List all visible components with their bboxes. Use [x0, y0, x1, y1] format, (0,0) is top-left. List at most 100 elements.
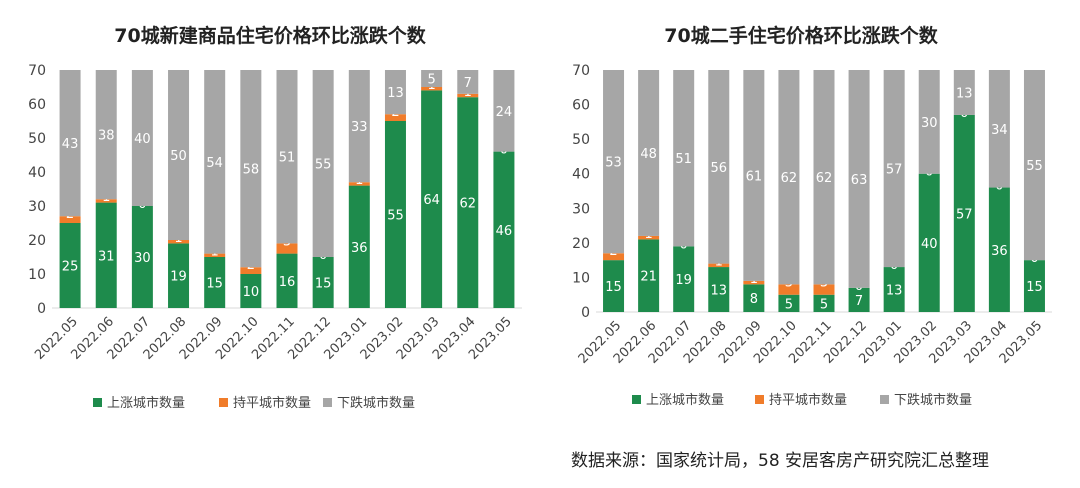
bar-flat [384, 114, 406, 121]
bar-down [708, 70, 730, 264]
data-label-down: 62 [816, 171, 833, 186]
bar-down [638, 70, 660, 236]
bar-down [953, 70, 975, 115]
y-tick-label: 0 [581, 305, 590, 321]
legend-label-down: 下跌城市数量 [894, 392, 972, 408]
data-label-up: 15 [1026, 280, 1043, 295]
bar-down [603, 70, 625, 254]
bar-flat [638, 235, 660, 240]
bar-up [1023, 260, 1045, 312]
bar-down [312, 70, 334, 257]
data-label-down: 61 [746, 169, 763, 184]
bar-up [743, 284, 765, 312]
y-tick-label: 30 [572, 201, 590, 217]
chart-1: 70城新建商品住宅价格环比涨跌个数01020304050607025243202… [28, 24, 522, 411]
bar-up [813, 294, 835, 312]
data-label-up: 10 [243, 285, 260, 300]
data-label-down: 63 [851, 173, 868, 188]
bar-down [348, 70, 370, 183]
bar-flat [778, 284, 800, 295]
legend-swatch-up [632, 395, 641, 404]
data-label-down: 50 [170, 149, 187, 164]
data-label-down: 55 [1026, 159, 1043, 174]
legend-swatch-down [880, 395, 889, 404]
data-label-up: 31 [98, 249, 115, 264]
data-label-up: 19 [675, 273, 692, 288]
bar-down [813, 70, 835, 285]
data-label-down: 43 [62, 137, 79, 152]
bar-up [204, 257, 226, 308]
data-label-up: 16 [279, 275, 296, 290]
data-label-up: 21 [640, 270, 657, 285]
data-label-up: 57 [956, 207, 973, 222]
data-label-down: 34 [991, 123, 1008, 138]
data-label-up: 15 [206, 277, 223, 292]
bar-down [918, 70, 940, 174]
bar-up [240, 274, 262, 308]
bar-up [673, 246, 695, 312]
data-label-up: 64 [423, 193, 440, 208]
data-label-up: 8 [750, 292, 758, 307]
data-label-down: 7 [464, 76, 472, 91]
data-label-up: 62 [459, 197, 476, 212]
data-label-down: 51 [675, 152, 692, 167]
bar-flat [421, 87, 443, 91]
data-label-down: 38 [98, 129, 115, 144]
bar-down [988, 70, 1010, 188]
bar-down [743, 70, 765, 281]
y-tick-label: 0 [37, 301, 46, 317]
bar-up [778, 294, 800, 312]
bar-up [493, 151, 515, 308]
bar-up [168, 243, 190, 308]
legend-label-up: 上涨城市数量 [646, 392, 724, 408]
y-tick-label: 60 [28, 97, 46, 113]
bar-down [848, 70, 870, 288]
bar-down [384, 70, 406, 115]
bar-flat [168, 240, 190, 244]
y-tick-label: 20 [572, 236, 590, 252]
y-tick-label: 50 [572, 132, 590, 148]
data-label-down: 55 [315, 158, 332, 173]
legend-label-flat: 持平城市数量 [769, 392, 847, 408]
data-label-down: 30 [921, 116, 938, 131]
bar-up [603, 260, 625, 312]
bar-up [953, 114, 975, 312]
data-label-up: 36 [351, 241, 368, 256]
legend-label-flat: 持平城市数量 [233, 395, 311, 411]
legend-label-up: 上涨城市数量 [107, 395, 185, 411]
y-tick-label: 20 [28, 233, 46, 249]
legend-label-down: 下跌城市数量 [337, 395, 415, 411]
data-label-down: 54 [206, 156, 223, 171]
data-label-down: 33 [351, 120, 368, 135]
bar-up [95, 202, 117, 308]
data-label-up: 15 [605, 280, 622, 295]
bar-down [59, 70, 81, 217]
bar-down [421, 70, 443, 87]
bar-down [778, 70, 800, 285]
bar-down [493, 70, 515, 152]
bar-down [95, 70, 117, 200]
data-label-down: 53 [605, 156, 622, 171]
data-label-down: 57 [886, 163, 903, 178]
data-label-up: 46 [496, 224, 513, 239]
bar-flat [348, 182, 370, 186]
bar-up [708, 267, 730, 312]
data-label-down: 5 [427, 73, 435, 88]
data-label-up: 15 [315, 277, 332, 292]
bar-up [348, 185, 370, 308]
y-tick-label: 70 [28, 63, 46, 79]
y-tick-label: 10 [28, 267, 46, 283]
bar-up [457, 97, 479, 308]
data-label-down: 56 [710, 161, 727, 176]
data-label-up: 25 [62, 260, 79, 275]
data-label-down: 62 [781, 171, 798, 186]
legend-swatch-down [323, 398, 332, 407]
data-label-down: 24 [496, 105, 513, 120]
y-tick-label: 60 [572, 98, 590, 114]
bar-flat [240, 267, 262, 274]
bar-up [312, 257, 334, 308]
bar-flat [743, 280, 765, 285]
data-label-up: 5 [785, 297, 793, 312]
bar-flat [204, 253, 226, 257]
bar-up [384, 121, 406, 308]
